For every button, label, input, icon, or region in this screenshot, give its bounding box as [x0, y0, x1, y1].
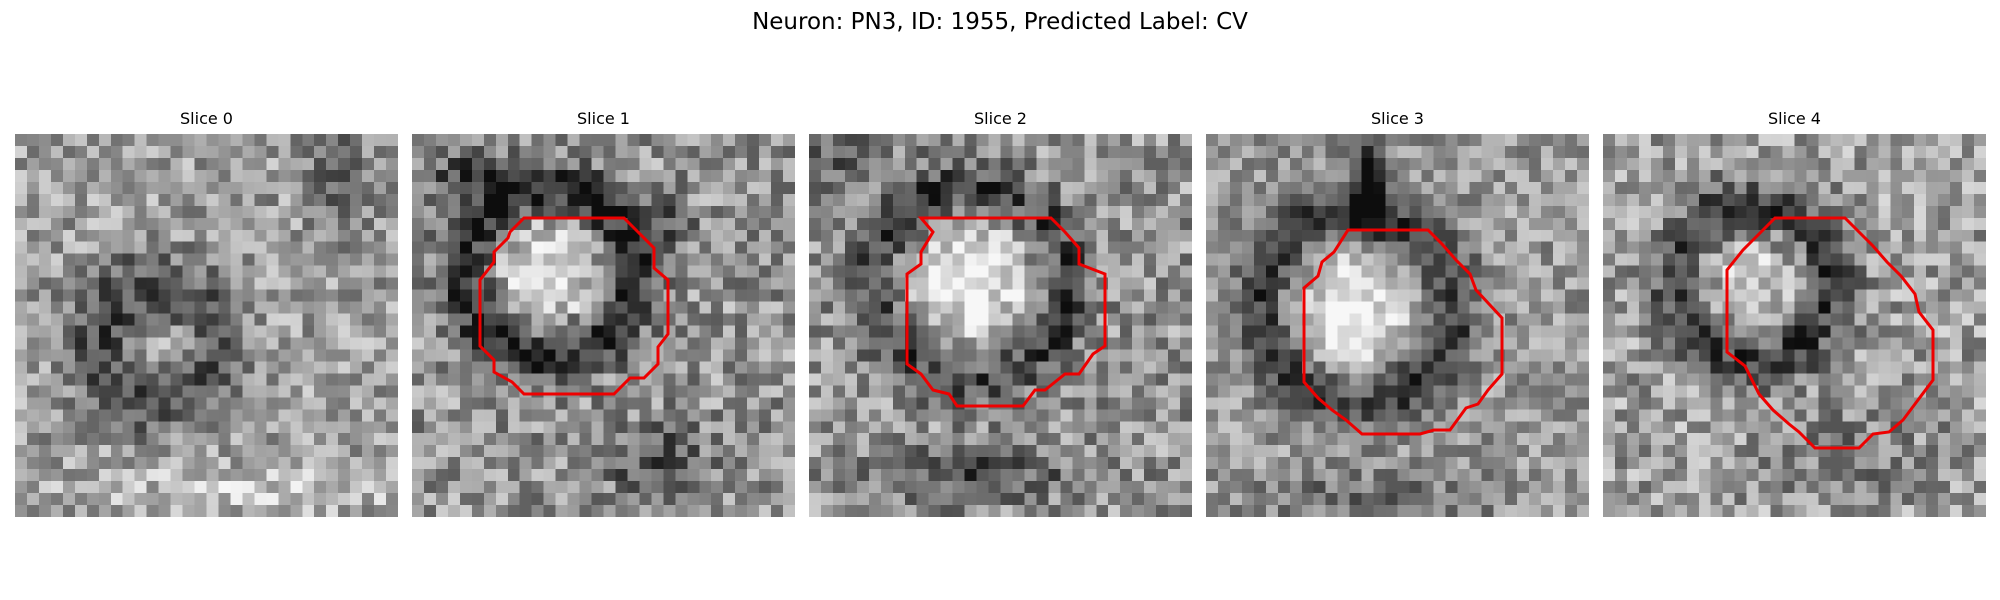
- slice-image: [1603, 134, 1986, 517]
- grayscale-image: [15, 134, 398, 517]
- figure-title: Neuron: PN3, ID: 1955, Predicted Label: …: [752, 9, 1248, 35]
- contour-outline: [1725, 216, 1935, 450]
- slice-title: Slice 3: [1371, 109, 1424, 128]
- grayscale-image: [809, 134, 1192, 517]
- grayscale-image: [1603, 134, 1986, 517]
- slice-title: Slice 1: [577, 109, 630, 128]
- slice-title: Slice 2: [974, 109, 1027, 128]
- slice-title: Slice 4: [1768, 109, 1821, 128]
- slice-panel-3: Slice 3: [1206, 110, 1589, 517]
- segmentation-contour: [1302, 228, 1504, 436]
- contour-outline: [1302, 228, 1504, 436]
- segmentation-contour: [478, 216, 670, 396]
- slice-image: [412, 134, 795, 517]
- grayscale-image: [1206, 134, 1589, 517]
- slice-title: Slice 0: [180, 109, 233, 128]
- grayscale-image: [412, 134, 795, 517]
- segmentation-contour: [905, 216, 1107, 408]
- slice-panel-0: Slice 0: [15, 110, 398, 517]
- slice-panel-1: Slice 1: [412, 110, 795, 517]
- contour-outline: [478, 216, 670, 396]
- contour-outline: [905, 216, 1107, 408]
- slice-panel-4: Slice 4: [1603, 110, 1986, 517]
- slice-image: [1206, 134, 1589, 517]
- segmentation-contour: [1725, 216, 1935, 450]
- slice-image: [809, 134, 1192, 517]
- slice-image: [15, 134, 398, 517]
- slice-panel-2: Slice 2: [809, 110, 1192, 517]
